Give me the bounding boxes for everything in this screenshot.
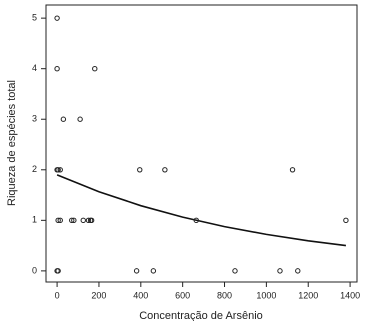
- x-tick-label: 400: [133, 290, 148, 300]
- point: [232, 268, 238, 274]
- y-tick-label: 5: [32, 13, 37, 23]
- y-tick-label: 3: [32, 114, 37, 124]
- point: [193, 217, 199, 224]
- y-tick-label: 4: [32, 63, 37, 73]
- point: [88, 217, 95, 224]
- y-axis-label: Riqueza de espécies total: [6, 80, 18, 206]
- point: [57, 167, 63, 173]
- point: [55, 268, 61, 274]
- point: [54, 15, 60, 21]
- point: [71, 217, 77, 224]
- point: [137, 167, 143, 173]
- point: [162, 167, 168, 173]
- x-tick-label: 600: [175, 290, 190, 300]
- point: [80, 217, 86, 224]
- y-tick-label: 1: [32, 215, 37, 225]
- point: [133, 268, 140, 274]
- point: [57, 217, 63, 224]
- point: [69, 217, 75, 224]
- point: [343, 217, 349, 224]
- x-tick-label: 1200: [298, 290, 318, 300]
- point: [289, 167, 296, 173]
- point: [295, 268, 301, 274]
- point: [77, 116, 83, 122]
- y-tick-label: 2: [32, 164, 37, 174]
- fit-curve: [56, 174, 347, 247]
- plot-frame: [45, 4, 358, 283]
- x-tick-label: 0: [55, 290, 60, 300]
- point: [55, 167, 61, 173]
- y-tick-label: 0: [32, 265, 37, 275]
- point: [85, 217, 92, 224]
- x-tick-label: 1400: [340, 290, 360, 300]
- x-tick-label: 200: [91, 290, 106, 300]
- point: [277, 268, 283, 274]
- point: [60, 116, 67, 122]
- point: [55, 217, 61, 224]
- point: [150, 268, 157, 274]
- point: [92, 65, 98, 72]
- x-tick-label: 800: [217, 290, 232, 300]
- x-tick-label: 1000: [256, 290, 276, 300]
- x-axis-label: Concentração de Arsênio: [139, 310, 263, 321]
- point: [54, 65, 60, 72]
